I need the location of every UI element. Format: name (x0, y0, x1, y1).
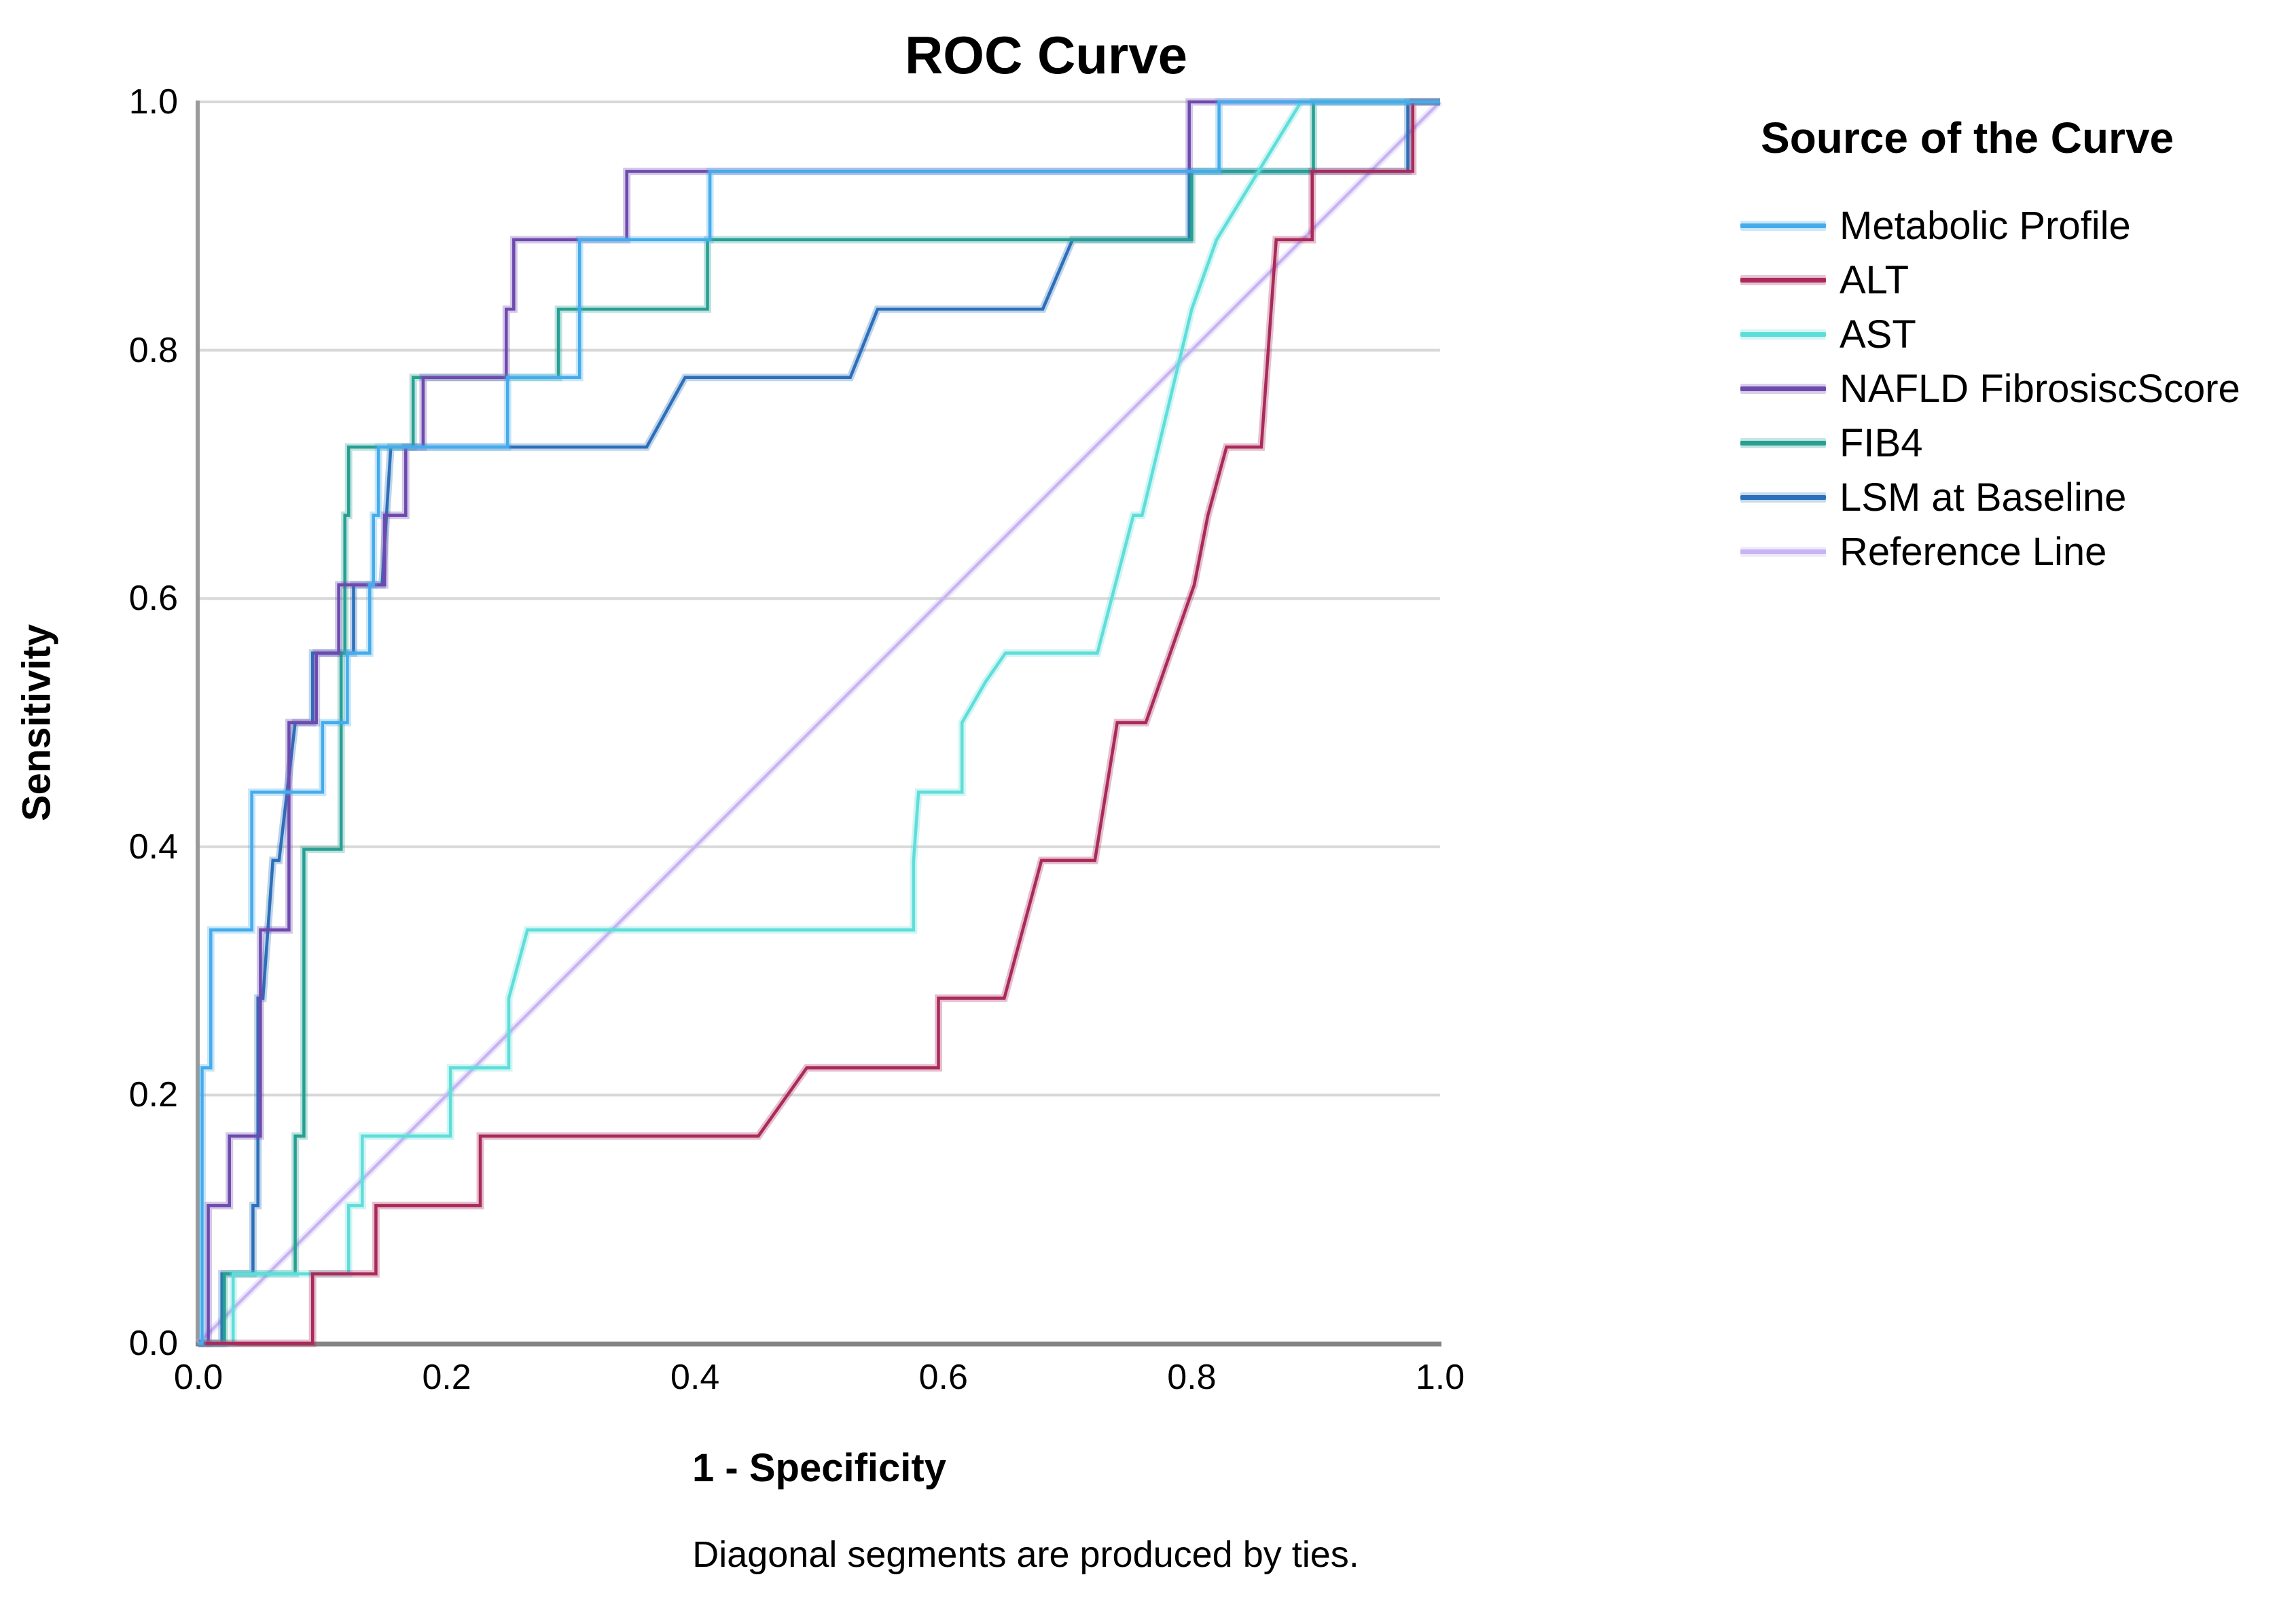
legend-label: Reference Line (1840, 529, 2107, 574)
y-tick-label: 0.2 (128, 1075, 178, 1115)
x-tick-label: 0.4 (670, 1358, 720, 1397)
legend-swatch-icon (1740, 277, 1826, 283)
legend-entry: ALT (1740, 256, 1909, 304)
legend-swatch-icon (1740, 549, 1826, 554)
y-tick-label: 0.8 (128, 330, 178, 370)
x-tick-label: 0.2 (422, 1358, 471, 1397)
legend-entry: AST (1740, 310, 1916, 358)
x-tick-label: 0.8 (1167, 1358, 1217, 1397)
curve-ALT (198, 100, 1440, 1345)
curve-Metabolic Profile (198, 100, 1440, 1345)
legend-entry: FIB4 (1740, 419, 1923, 467)
y-tick-label: 0.0 (128, 1324, 178, 1363)
legend-swatch-icon (1740, 494, 1826, 500)
legend-title: Source of the Curve (1761, 113, 2174, 162)
legend-label: LSM at Baseline (1840, 475, 2127, 520)
legend-label: AST (1840, 312, 1916, 357)
curve-NAFLD FibrosiscScore (198, 100, 1440, 1345)
legend-entry: LSM at Baseline (1740, 473, 2126, 521)
legend-swatch-icon (1740, 440, 1826, 446)
legend-swatch-icon (1740, 386, 1826, 391)
y-tick-label: 1.0 (128, 82, 178, 122)
legend-swatch-icon (1740, 331, 1826, 337)
curve-AST (198, 100, 1440, 1345)
x-tick-label: 0.0 (173, 1358, 223, 1397)
curve-Reference Line (197, 101, 1441, 1345)
legend-entry: Reference Line (1740, 528, 2106, 575)
chart-title: ROC Curve (904, 25, 1188, 85)
curve-FIB4 (198, 100, 1440, 1345)
legend-label: ALT (1840, 257, 1909, 302)
y-tick-label: 0.4 (128, 827, 178, 867)
chart-footnote: Diagonal segments are produced by ties. (692, 1534, 1359, 1575)
legend-label: FIB4 (1840, 420, 1923, 465)
y-tick-label: 0.6 (128, 579, 178, 619)
legend-label: Metabolic Profile (1840, 203, 2131, 248)
legend-swatch-icon (1740, 223, 1826, 228)
x-axis-label: 1 - Specificity (692, 1446, 946, 1490)
x-tick-label: 0.6 (918, 1358, 968, 1397)
x-tick-label: 1.0 (1415, 1358, 1465, 1397)
y-axis-label: Sensitivity (14, 623, 59, 822)
legend-entry: Metabolic Profile (1740, 202, 2131, 249)
legend-entry: NAFLD FibrosiscScore (1740, 365, 2240, 412)
legend-label: NAFLD FibrosiscScore (1840, 366, 2240, 411)
